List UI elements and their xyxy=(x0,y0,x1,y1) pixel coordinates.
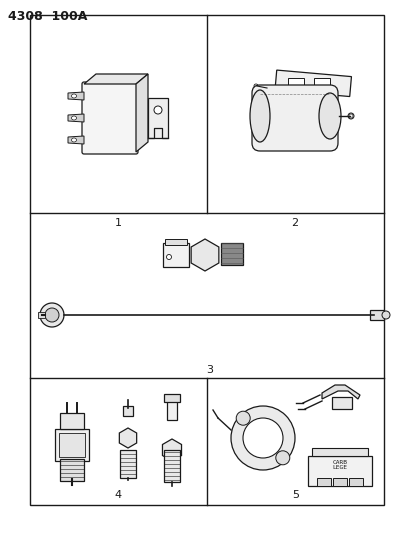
Polygon shape xyxy=(321,385,359,399)
Bar xyxy=(274,70,351,96)
Bar xyxy=(165,239,187,245)
Circle shape xyxy=(45,308,59,322)
Bar xyxy=(331,397,351,409)
Polygon shape xyxy=(68,136,84,144)
Bar xyxy=(60,459,84,481)
Bar xyxy=(221,243,242,265)
Bar xyxy=(30,15,383,505)
Ellipse shape xyxy=(71,94,76,98)
Bar xyxy=(311,448,367,456)
Circle shape xyxy=(236,411,249,425)
Bar xyxy=(38,312,45,318)
Bar xyxy=(332,478,346,486)
Text: 5: 5 xyxy=(292,490,299,500)
Polygon shape xyxy=(136,74,147,152)
Polygon shape xyxy=(84,74,147,84)
FancyBboxPatch shape xyxy=(252,85,337,151)
Bar xyxy=(287,78,303,88)
Text: 4: 4 xyxy=(114,490,121,500)
Bar xyxy=(163,243,189,267)
Bar xyxy=(164,394,180,402)
Polygon shape xyxy=(68,114,84,122)
Ellipse shape xyxy=(71,138,76,142)
FancyBboxPatch shape xyxy=(82,82,138,154)
Bar xyxy=(369,310,383,320)
Circle shape xyxy=(230,406,294,470)
Circle shape xyxy=(154,106,161,114)
Ellipse shape xyxy=(71,116,76,120)
Ellipse shape xyxy=(318,93,340,139)
Text: 2: 2 xyxy=(291,218,298,228)
Polygon shape xyxy=(119,428,136,448)
Circle shape xyxy=(275,451,289,465)
Circle shape xyxy=(166,254,171,260)
Bar xyxy=(164,450,180,482)
Polygon shape xyxy=(68,92,84,100)
Bar xyxy=(307,456,371,486)
Circle shape xyxy=(40,303,64,327)
Circle shape xyxy=(347,113,353,119)
Bar xyxy=(166,398,177,420)
Circle shape xyxy=(254,84,257,88)
Text: 4308  100A: 4308 100A xyxy=(8,10,87,23)
Polygon shape xyxy=(162,439,181,461)
Circle shape xyxy=(381,311,389,319)
Text: 1: 1 xyxy=(114,218,121,228)
Polygon shape xyxy=(191,239,218,271)
Bar xyxy=(348,478,362,486)
Circle shape xyxy=(242,418,282,458)
Bar xyxy=(316,478,330,486)
Bar xyxy=(123,406,133,416)
Ellipse shape xyxy=(249,90,269,142)
Text: CARB
LEGE: CARB LEGE xyxy=(332,459,347,471)
Text: 3: 3 xyxy=(206,365,213,375)
Bar xyxy=(120,450,136,478)
Bar xyxy=(55,429,89,461)
Bar xyxy=(147,98,168,138)
Bar xyxy=(59,433,85,457)
Bar xyxy=(313,78,329,88)
Bar xyxy=(60,413,84,429)
Circle shape xyxy=(348,114,352,118)
